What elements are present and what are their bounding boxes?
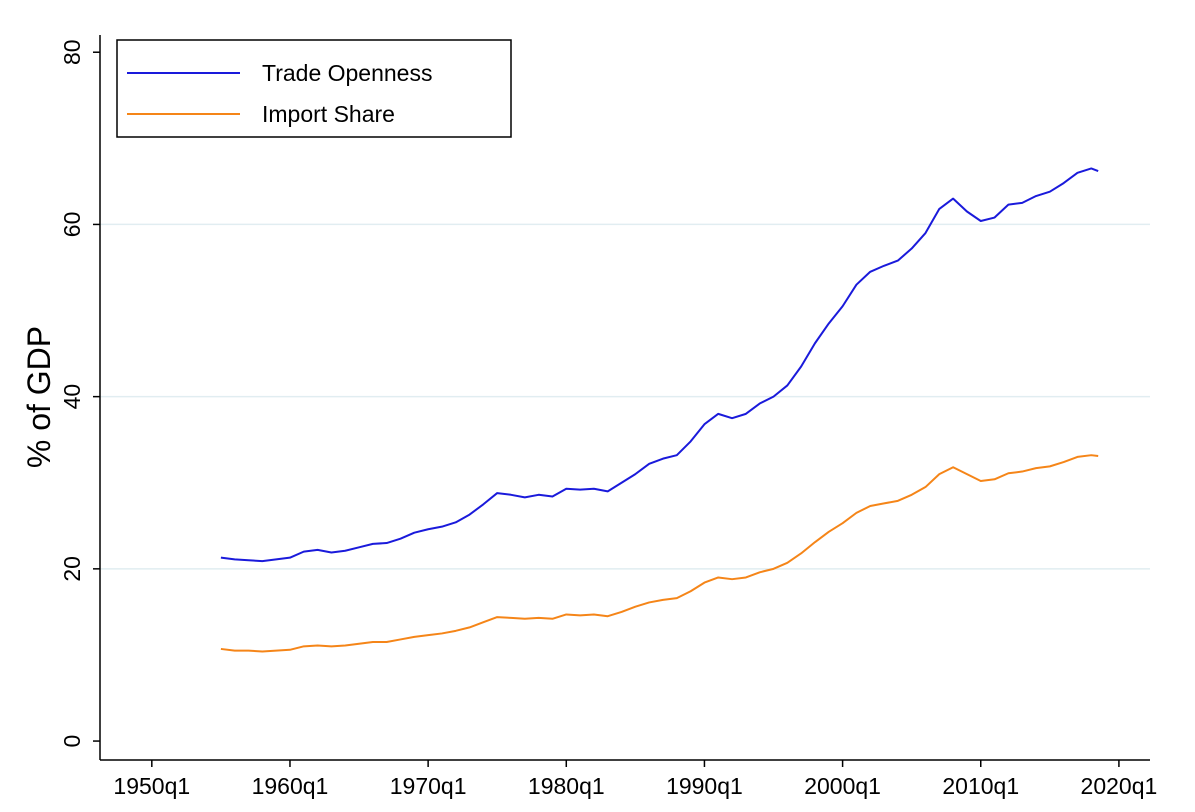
legend-label: Trade Openness xyxy=(262,60,432,86)
y-tick-label: 60 xyxy=(59,212,85,238)
y-tick-label: 20 xyxy=(59,556,85,582)
x-tick-label: 2010q1 xyxy=(942,773,1019,799)
y-tick-label: 80 xyxy=(59,39,85,65)
legend: Trade Openness Import Share xyxy=(116,39,512,138)
x-tick-label: 2020q1 xyxy=(1081,773,1158,799)
data-line xyxy=(220,454,1099,653)
legend-box xyxy=(116,39,512,138)
x-tick-label: 1970q1 xyxy=(390,773,467,799)
x-tick-label: 2000q1 xyxy=(804,773,881,799)
y-tick-label: 0 xyxy=(59,735,85,748)
x-tick-label: 1950q1 xyxy=(113,773,190,799)
x-tick-label: 1960q1 xyxy=(252,773,329,799)
legend-label: Import Share xyxy=(262,101,395,127)
x-tick-label: 1980q1 xyxy=(528,773,605,799)
y-tick-label: 40 xyxy=(59,384,85,410)
x-tick-label: 1990q1 xyxy=(666,773,743,799)
data-line xyxy=(220,167,1099,563)
y-axis-label: % of GDP xyxy=(21,326,57,468)
